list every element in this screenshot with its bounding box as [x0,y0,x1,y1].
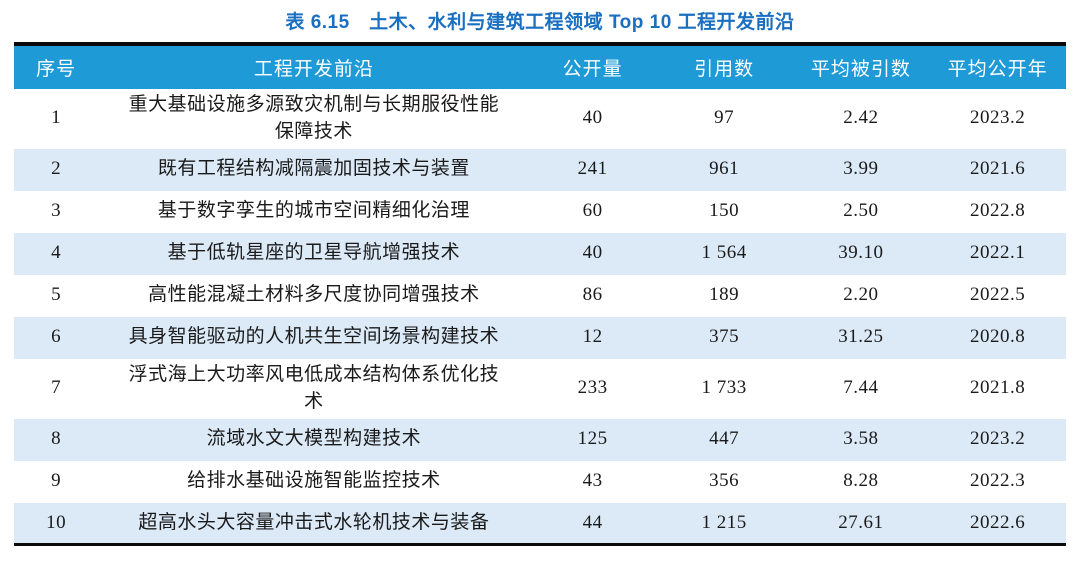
cell-avg-year: 2021.6 [969,158,1026,180]
cell-avg-citations: 7.44 [843,377,879,399]
cell-frontier-name: 具身智能驱动的人机共生空间场景构建技术 [128,326,500,348]
cell-avg-year: 2022.5 [969,284,1026,306]
cell-citations: 1 564 [701,242,747,264]
cell-avg-year: 2020.8 [969,326,1026,348]
cell-avg-year: 2022.3 [969,470,1026,492]
cell-citations: 961 [709,158,740,180]
table-row: 8 流域水文大模型构建技术 125 447 3.58 2023.2 [14,418,1066,461]
table-row: 1 重大基础设施多源致灾机制与长期服役性能保障技术 40 97 2.42 202… [14,89,1066,149]
cell-rank: 10 [46,511,67,533]
table-body: 1 重大基础设施多源致灾机制与长期服役性能保障技术 40 97 2.42 202… [14,89,1066,545]
table-row: 9 给排水基础设施智能监控技术 43 356 8.28 2022.3 [14,461,1066,503]
column-header-avg_year: 平均公开年 [929,44,1066,89]
cell-rank: 4 [51,242,62,264]
cell-avg-citations: 2.20 [843,284,879,306]
cell-frontier-name: 流域水文大模型构建技术 [206,428,422,450]
cell-frontier-name: 高性能混凝土材料多尺度协同增强技术 [148,284,480,306]
table-row: 10 超高水头大容量冲击式水轮机技术与装备 44 1 215 27.61 202… [14,502,1066,545]
cell-publications: 241 [577,158,608,180]
cell-avg-year: 2021.8 [969,377,1026,399]
cell-citations: 356 [709,470,740,492]
cell-avg-year: 2022.8 [969,200,1026,222]
cell-publications: 60 [582,200,603,222]
cell-publications: 43 [582,470,603,492]
cell-publications: 40 [582,107,603,129]
cell-frontier-name: 超高水头大容量冲击式水轮机技术与装备 [138,511,490,533]
column-header-frontier: 工程开发前沿 [98,44,530,89]
cell-frontier-name: 给排水基础设施智能监控技术 [187,470,441,492]
cell-avg-citations: 2.42 [843,107,879,129]
cell-avg-year: 2023.2 [969,107,1026,129]
table-row: 2 既有工程结构减隔震加固技术与装置 241 961 3.99 2021.6 [14,148,1066,191]
cell-rank: 9 [51,470,62,492]
cell-citations: 375 [709,326,740,348]
column-header-avg_citations: 平均被引数 [792,44,930,89]
cell-rank: 3 [51,200,62,222]
cell-avg-year: 2022.6 [969,511,1026,533]
table-row: 6 具身智能驱动的人机共生空间场景构建技术 12 375 31.25 2020.… [14,316,1066,359]
cell-frontier-name: 既有工程结构减隔震加固技术与装置 [157,158,470,180]
cell-publications: 12 [582,326,603,348]
cell-frontier-name: 基于低轨星座的卫星导航增强技术 [167,242,461,264]
cell-publications: 125 [577,428,608,450]
cell-avg-citations: 3.99 [843,158,879,180]
table-row: 5 高性能混凝土材料多尺度协同增强技术 86 189 2.20 2022.5 [14,275,1066,317]
cell-avg-year: 2022.1 [969,242,1026,264]
data-table-container: 序号 工程开发前沿 公开量 引用数 平均被引数 平均公开年 1 重大基础设施多源致灾机制与… [14,42,1066,547]
cell-rank: 1 [51,107,62,129]
table-row: 3 基于数字孪生的城市空间精细化治理 60 150 2.50 2022.8 [14,191,1066,233]
cell-rank: 2 [51,158,62,180]
cell-citations: 1 215 [701,511,747,533]
cell-avg-citations: 2.50 [843,200,879,222]
cell-frontier-name: 浮式海上大功率风电低成本结构体系优化技术 [128,363,500,412]
table-header-row: 序号 工程开发前沿 公开量 引用数 平均被引数 平均公开年 [14,44,1066,89]
cell-avg-citations: 31.25 [838,326,884,348]
cell-publications: 86 [582,284,603,306]
cell-publications: 40 [582,242,603,264]
cell-avg-citations: 27.61 [838,511,884,533]
table-row: 7 浮式海上大功率风电低成本结构体系优化技术 233 1 733 7.44 20… [14,359,1066,419]
cell-rank: 7 [51,377,62,399]
cell-avg-citations: 3.58 [843,428,879,450]
cell-publications: 233 [577,377,608,399]
table-row: 4 基于低轨星座的卫星导航增强技术 40 1 564 39.10 2022.1 [14,232,1066,275]
cell-citations: 97 [714,107,735,129]
cell-citations: 150 [709,200,740,222]
cell-rank: 8 [51,428,62,450]
column-header-publications: 公开量 [529,44,656,89]
cell-citations: 189 [709,284,740,306]
cell-avg-citations: 8.28 [843,470,879,492]
cell-publications: 44 [582,511,603,533]
cell-rank: 5 [51,284,62,306]
page-title: 表 6.15 土木、水利与建筑工程领域 Top 10 工程开发前沿 [285,12,795,33]
column-header-no: 序号 [14,44,99,89]
cell-frontier-name: 重大基础设施多源致灾机制与长期服役性能保障技术 [128,94,500,142]
column-header-citations: 引用数 [655,44,793,89]
cell-frontier-name: 基于数字孪生的城市空间精细化治理 [157,200,470,222]
cell-avg-citations: 39.10 [838,242,884,264]
cell-citations: 1 733 [701,377,747,399]
cell-avg-year: 2023.2 [969,428,1026,450]
data-table: 序号 工程开发前沿 公开量 引用数 平均被引数 平均公开年 1 重大基础设施多源致灾机制与… [14,42,1066,547]
cell-citations: 447 [709,428,740,450]
cell-rank: 6 [51,326,62,348]
